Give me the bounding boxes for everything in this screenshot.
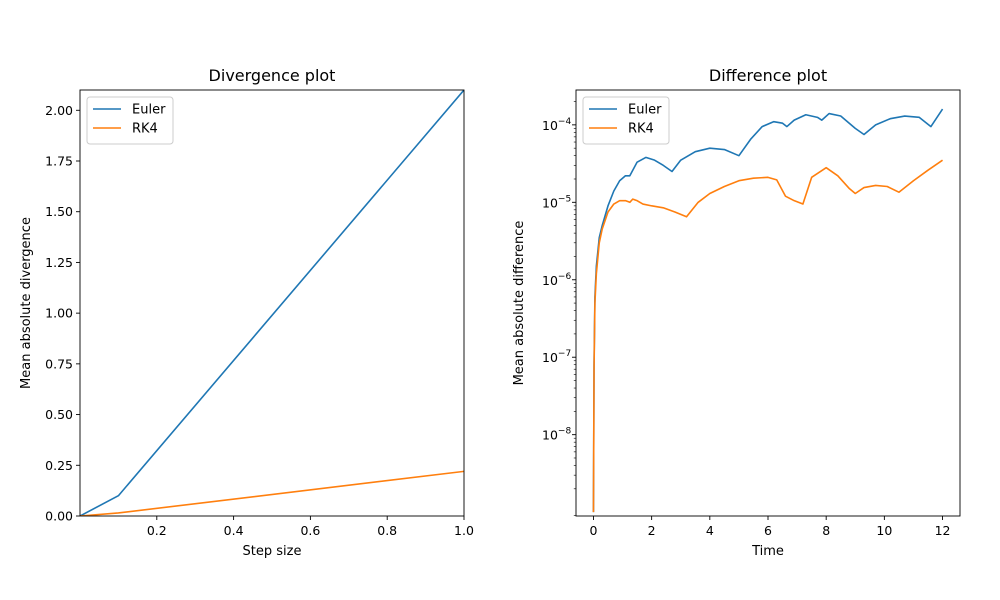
y-tick-base: 10: [542, 273, 558, 288]
x-tick-label: 12: [935, 523, 951, 538]
x-tick-label: 0.4: [224, 523, 244, 538]
y-tick-label: 0.50: [45, 407, 73, 422]
x-axis-label: Step size: [243, 544, 302, 559]
legend: Euler RK4: [582, 96, 670, 145]
y-tick-label: 1.75: [45, 154, 73, 169]
series-line-rk4: [80, 470, 464, 516]
y-tick-label: 0.25: [45, 458, 73, 473]
axes-frame: [79, 89, 465, 517]
chart-title: Difference plot: [709, 66, 827, 85]
y-tick-base: 10: [542, 350, 558, 365]
y-tick-base: 10: [542, 428, 558, 443]
legend: Euler RK4: [86, 96, 174, 145]
y-tick-exponent: −8: [558, 427, 572, 437]
y-tick-label: 1.25: [45, 255, 73, 270]
legend-label-euler: Euler: [628, 103, 662, 118]
legend-label-rk4: RK4: [132, 122, 158, 137]
y-tick-label: 10−4: [542, 117, 571, 133]
x-tick-label: 0.2: [147, 523, 167, 538]
y-tick-base: 10: [542, 118, 558, 133]
x-tick-label: 0.6: [300, 523, 320, 538]
y-tick-label: 0.00: [45, 509, 73, 524]
x-tick-label: 4: [706, 523, 714, 538]
series-line-euler: [80, 90, 464, 516]
y-tick-exponent: −6: [558, 272, 572, 282]
y-tick-exponent: −4: [558, 117, 572, 127]
y-tick-label: 10−7: [542, 349, 571, 365]
y-tick-label: 1.00: [45, 306, 73, 321]
legend-label-rk4: RK4: [628, 122, 654, 137]
y-tick-base: 10: [542, 195, 558, 210]
x-axis-label: Time: [751, 544, 784, 559]
difference-plot-panel: 0 2 4 6 8 10 1210−810−710−610−510−4Difference …: [512, 66, 961, 559]
x-tick-label: 8: [822, 523, 830, 538]
y-tick-label: 10−8: [542, 427, 571, 443]
y-tick-label: 2.00: [45, 103, 73, 118]
y-tick-exponent: −5: [558, 194, 571, 204]
x-tick-label: 2: [648, 523, 656, 538]
x-tick-label: 1.0: [454, 523, 474, 538]
y-tick-label: 10−5: [542, 194, 571, 210]
y-axis-label: Mean absolute difference: [512, 221, 527, 386]
y-tick-label: 1.50: [45, 204, 73, 219]
series-line-euler: [592, 108, 944, 513]
y-tick-label: 10−6: [542, 272, 571, 288]
x-tick-label: 6: [764, 523, 772, 538]
x-tick-label: 0: [589, 523, 597, 538]
series-line-rk4: [592, 159, 944, 513]
divergence-plot-panel: 0.2 0.4 0.6 0.8 1.0 0.00 0.25 0.50 0.75 1.00 1.25 1…: [19, 66, 474, 559]
legend-label-euler: Euler: [132, 103, 166, 118]
x-tick-label: 0.8: [377, 523, 397, 538]
y-tick-exponent: −7: [558, 349, 571, 359]
y-axis-label: Mean absolute divergence: [19, 217, 34, 389]
axes-frame: [575, 89, 961, 517]
x-tick-label: 10: [876, 523, 892, 538]
y-tick-label: 0.75: [45, 356, 73, 371]
chart-title: Divergence plot: [209, 66, 336, 85]
